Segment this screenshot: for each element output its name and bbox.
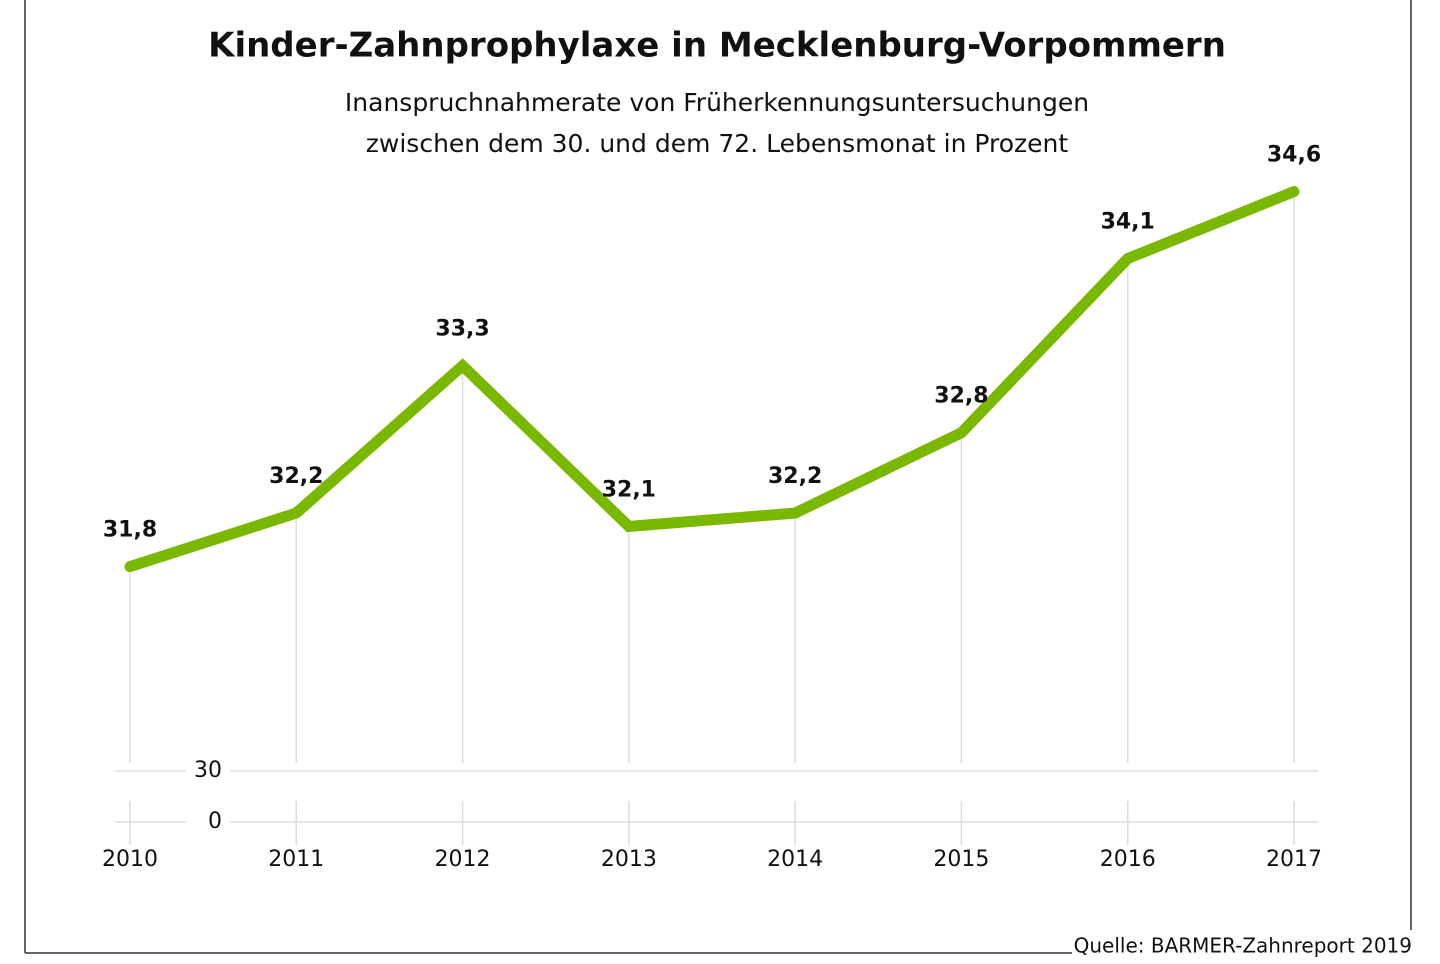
chart-subtitle: zwischen dem 30. und dem 72. Lebensmonat…	[366, 129, 1069, 158]
y-tick-label: 0	[208, 809, 222, 834]
source-note: Quelle: BARMER-Zahnreport 2019	[1074, 934, 1412, 958]
y-tick-label: 30	[194, 758, 222, 783]
x-tick-label: 2012	[435, 847, 491, 872]
tick-label-bg	[186, 757, 230, 785]
x-tick-label: 2014	[767, 847, 823, 872]
chart-title: Kinder-Zahnprophylaxe in Mecklenburg-Vor…	[208, 26, 1226, 66]
value-label: 33,3	[435, 317, 489, 342]
x-tick-label: 2016	[1100, 847, 1156, 872]
value-label: 31,8	[103, 518, 157, 543]
x-tick-label: 2010	[102, 847, 158, 872]
x-tick-label: 2011	[268, 847, 324, 872]
chart-subtitle: Inanspruchnahmerate von Früherkennungsun…	[345, 88, 1089, 117]
x-tick-label: 2015	[933, 847, 989, 872]
x-tick-label: 2017	[1266, 847, 1322, 872]
value-label: 32,1	[602, 477, 656, 502]
value-label: 34,1	[1101, 210, 1155, 235]
tick-label-bg	[186, 808, 230, 836]
value-label: 32,2	[269, 464, 323, 489]
data-line	[124, 186, 1300, 573]
value-label: 32,2	[768, 464, 822, 489]
value-label: 32,8	[934, 384, 988, 409]
value-label: 34,6	[1267, 143, 1321, 168]
x-tick-label: 2013	[601, 847, 657, 872]
